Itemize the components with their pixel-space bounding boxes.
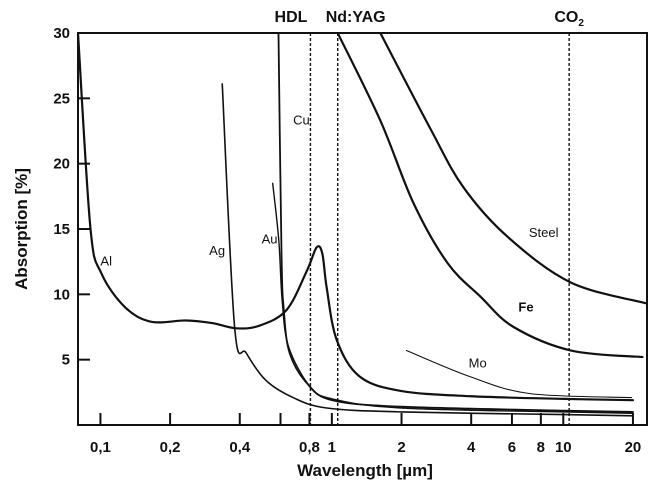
curve-steel	[379, 33, 647, 305]
x-tick-label: 0,2	[160, 439, 181, 456]
y-tick-label: 25	[53, 90, 70, 107]
curve-fe	[336, 33, 644, 359]
laser-lines: HDL Nd:YAG CO2	[275, 9, 584, 425]
curve-label-fe: Fe	[518, 299, 533, 314]
curve-label-cu: Cu	[293, 112, 310, 127]
x-tick-label: 0,1	[90, 439, 111, 456]
y-tick-label: 20	[53, 156, 70, 173]
x-tick-label: 6	[508, 439, 516, 456]
y-tick-label: 30	[53, 25, 70, 42]
y-tick-label: 10	[53, 286, 70, 303]
curve-label-au: Au	[262, 231, 278, 246]
plot-frame	[77, 32, 648, 426]
x-tick-label: 0,4	[229, 439, 251, 456]
x-axis-title: Wavelength [µm]	[297, 461, 433, 480]
curve-au	[271, 182, 634, 414]
x-tick-label: 0,8	[299, 439, 320, 456]
curves: Al Ag Au Cu Steel Fe Mo	[78, 33, 647, 417]
laser-label: Nd:YAG	[326, 9, 386, 26]
x-tick-label: 1	[328, 439, 336, 456]
x-tick-label: 4	[467, 439, 476, 456]
y-tick-label: 15	[53, 221, 70, 238]
ticks: 0,1 0,2 0,4 0,8 1 2 4 6 8 10 20 5 10 15 20 25 30	[53, 25, 641, 456]
curve-cu	[277, 33, 634, 413]
curve-label-ag: Ag	[209, 243, 225, 258]
laser-label: HDL	[275, 9, 308, 26]
x-tick-label: 2	[397, 439, 405, 456]
curve-ag	[221, 83, 634, 417]
curve-label-al: Al	[100, 254, 112, 269]
curve-label-steel: Steel	[529, 225, 559, 240]
curve-label-mo: Mo	[469, 356, 487, 371]
laser-label: CO2	[554, 9, 584, 29]
x-tick-label: 20	[625, 439, 642, 456]
x-tick-label: 10	[555, 439, 572, 456]
y-tick-label: 5	[62, 352, 70, 369]
curve-al	[78, 33, 635, 402]
y-axis-title: Absorption [%]	[12, 168, 31, 290]
curve-mo	[405, 349, 632, 399]
x-tick-label: 8	[537, 439, 545, 456]
